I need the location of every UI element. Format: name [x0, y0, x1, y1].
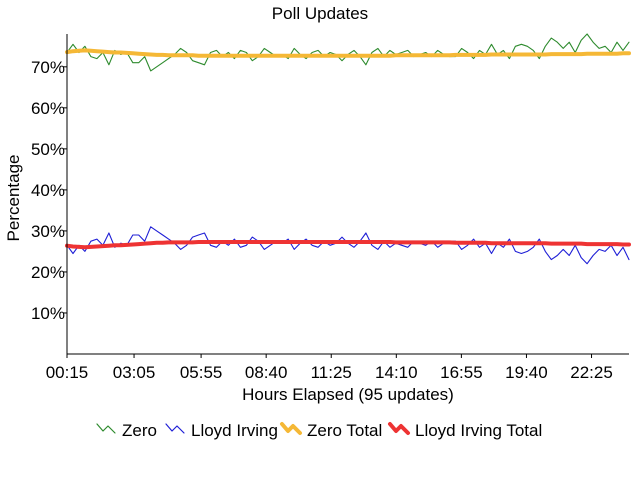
legend-item-lloyd-irving-total: Lloyd Irving Total: [388, 421, 542, 440]
series-line-lloyd-irving: [66, 226, 630, 265]
x-tick-label: 08:40: [245, 363, 288, 382]
x-tick-label: 00:15: [46, 363, 89, 382]
legend-label: Zero: [122, 421, 157, 440]
legend-label: Zero Total: [307, 421, 382, 440]
x-axis-label: Hours Elapsed (95 updates): [242, 385, 454, 404]
legend-swatch: [388, 422, 410, 435]
legend-swatch: [165, 423, 185, 434]
legend: Zero Lloyd Irving Zero Total Lloyd Irving T…: [96, 421, 542, 440]
y-tick-label: 20%: [31, 263, 65, 282]
y-tick-label: 10%: [31, 304, 65, 323]
x-tick-label: 03:05: [113, 363, 156, 382]
legend-swatch: [96, 423, 116, 434]
plot-area: [65, 33, 631, 265]
y-tick-label: 70%: [31, 58, 65, 77]
x-tick-label: 19:40: [505, 363, 548, 382]
y-tick-label: 60%: [31, 99, 65, 118]
legend-label: Lloyd Irving Total: [415, 421, 542, 440]
legend-item-zero: Zero: [96, 421, 157, 440]
x-tick-label: 22:25: [570, 363, 613, 382]
legend-item-lloyd-irving: Lloyd Irving: [165, 421, 278, 440]
y-tick-label: 30%: [31, 222, 65, 241]
x-tick-label: 14:10: [375, 363, 418, 382]
series-line-zero-total: [65, 48, 631, 58]
legend-swatch: [280, 422, 302, 435]
y-axis-label: Percentage: [4, 155, 23, 242]
chart-title: Poll Updates: [272, 4, 368, 23]
series-line-zero: [66, 33, 630, 72]
x-tick-label: 05:55: [180, 363, 223, 382]
y-tick-label: 50%: [31, 140, 65, 159]
legend-item-zero-total: Zero Total: [280, 421, 382, 440]
axes: 10% 20% 30% 40% 50% 60% 70% 00:15 03:05 05:55 08:4…: [31, 34, 629, 382]
x-tick-label: 16:55: [440, 363, 483, 382]
y-tick-label: 40%: [31, 181, 65, 200]
series-line-lloyd-irving-total: [65, 240, 631, 250]
x-tick-label: 11:25: [311, 363, 352, 382]
legend-label: Lloyd Irving: [191, 421, 278, 440]
